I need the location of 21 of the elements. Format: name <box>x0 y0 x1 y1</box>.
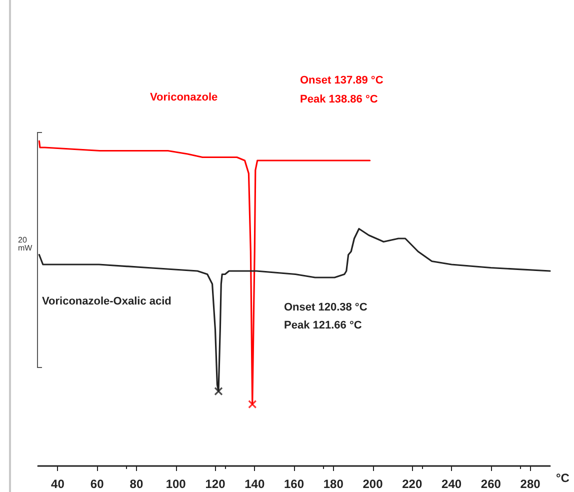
x-tick-label: 200 <box>362 477 384 491</box>
text: Voriconazole <box>150 92 218 104</box>
x-tick-label: 180 <box>323 477 344 491</box>
x-tick-label: 220 <box>402 477 422 491</box>
x-tick-label: 60 <box>90 477 104 491</box>
text: Voriconazole-Oxalic acid <box>42 296 172 308</box>
x-tick-label: 240 <box>442 477 462 491</box>
x-tick-label: 40 <box>51 477 65 491</box>
x-axis-title: °C <box>556 471 570 485</box>
x-tick-label: 160 <box>284 477 304 491</box>
text: Onset 137.89 °C <box>300 74 384 86</box>
text: 20 mW <box>18 236 33 252</box>
x-tick-label: 100 <box>166 477 186 491</box>
text: Peak 138.86 °C <box>300 94 378 106</box>
x-tick-label: 140 <box>244 477 265 491</box>
x-tick-label: 260 <box>480 477 502 491</box>
annotation: Peak 121.66 °C <box>284 320 362 332</box>
x-tick-label: 120 <box>205 477 226 491</box>
x-tick-label: 80 <box>130 477 144 491</box>
annotation: Onset 120.38 °C <box>284 302 368 314</box>
x-tick-label: 280 <box>520 477 541 491</box>
